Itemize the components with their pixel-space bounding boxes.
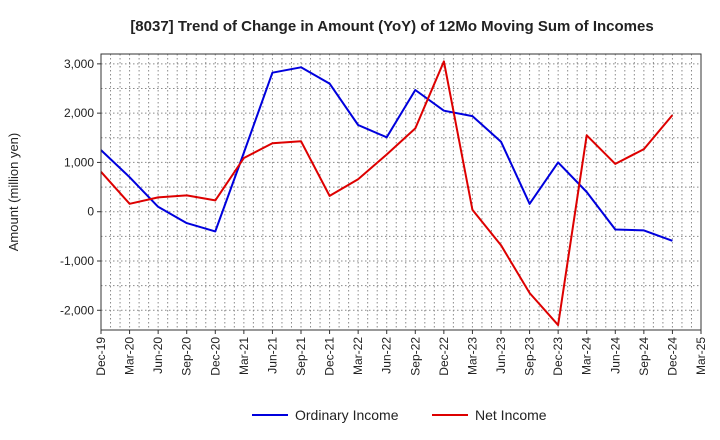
x-tick-label: Jun-24	[608, 337, 622, 374]
legend-label: Net Income	[475, 407, 547, 423]
series-lines	[100, 60, 674, 327]
y-tick-label: -1,000	[60, 254, 94, 268]
x-tick-label: Dec-23	[551, 337, 565, 376]
x-tick-label: Dec-22	[437, 337, 451, 376]
x-tick-label: Dec-19	[94, 337, 108, 376]
x-tick-label: Sep-23	[523, 337, 537, 376]
y-tick-label: 2,000	[64, 106, 94, 120]
y-tick-label: 3,000	[64, 57, 94, 71]
x-tick-label: Sep-21	[294, 337, 308, 376]
x-tick-label: Mar-25	[694, 337, 708, 375]
y-tick-label: 1,000	[64, 155, 94, 169]
x-tick-label: Dec-20	[208, 337, 222, 376]
y-tick-label: 0	[87, 205, 94, 219]
legend-label: Ordinary Income	[295, 407, 399, 423]
x-tick-label: Sep-24	[637, 337, 651, 376]
x-tick-label: Jun-22	[380, 337, 394, 374]
grid-lines	[101, 54, 701, 330]
series-line-ordinary-income	[100, 66, 673, 242]
x-tick-label: Jun-20	[151, 337, 165, 374]
x-tick-label: Dec-24	[665, 337, 679, 376]
x-tick-label: Jun-23	[494, 337, 508, 374]
x-tick-label: Mar-24	[580, 337, 594, 375]
x-tick-label: Mar-20	[123, 337, 137, 375]
y-tick-label: -2,000	[60, 303, 94, 317]
x-tick-label: Dec-21	[323, 337, 337, 376]
chart-title: [8037] Trend of Change in Amount (YoY) o…	[130, 18, 653, 35]
plot-frame	[100, 53, 702, 331]
x-tick-label: Jun-21	[265, 337, 279, 374]
x-tick-label: Sep-20	[180, 337, 194, 376]
x-axis-ticks: Dec-19 Mar-20 Jun-20 Sep-20 Dec-20 Mar-21 Jun-…	[94, 330, 708, 376]
y-axis-ticks: 3,000 2,000 1,000 0 -1,000 -2,000	[60, 57, 101, 317]
x-tick-label: Mar-21	[237, 337, 251, 375]
x-tick-label: Sep-22	[408, 337, 422, 376]
y-axis-label: Amount (million yen)	[6, 133, 21, 252]
x-tick-label: Mar-22	[351, 337, 365, 375]
legend: Ordinary Income Net Income	[252, 407, 547, 423]
series-line-net-income	[100, 60, 674, 327]
x-tick-label: Mar-23	[465, 337, 479, 375]
